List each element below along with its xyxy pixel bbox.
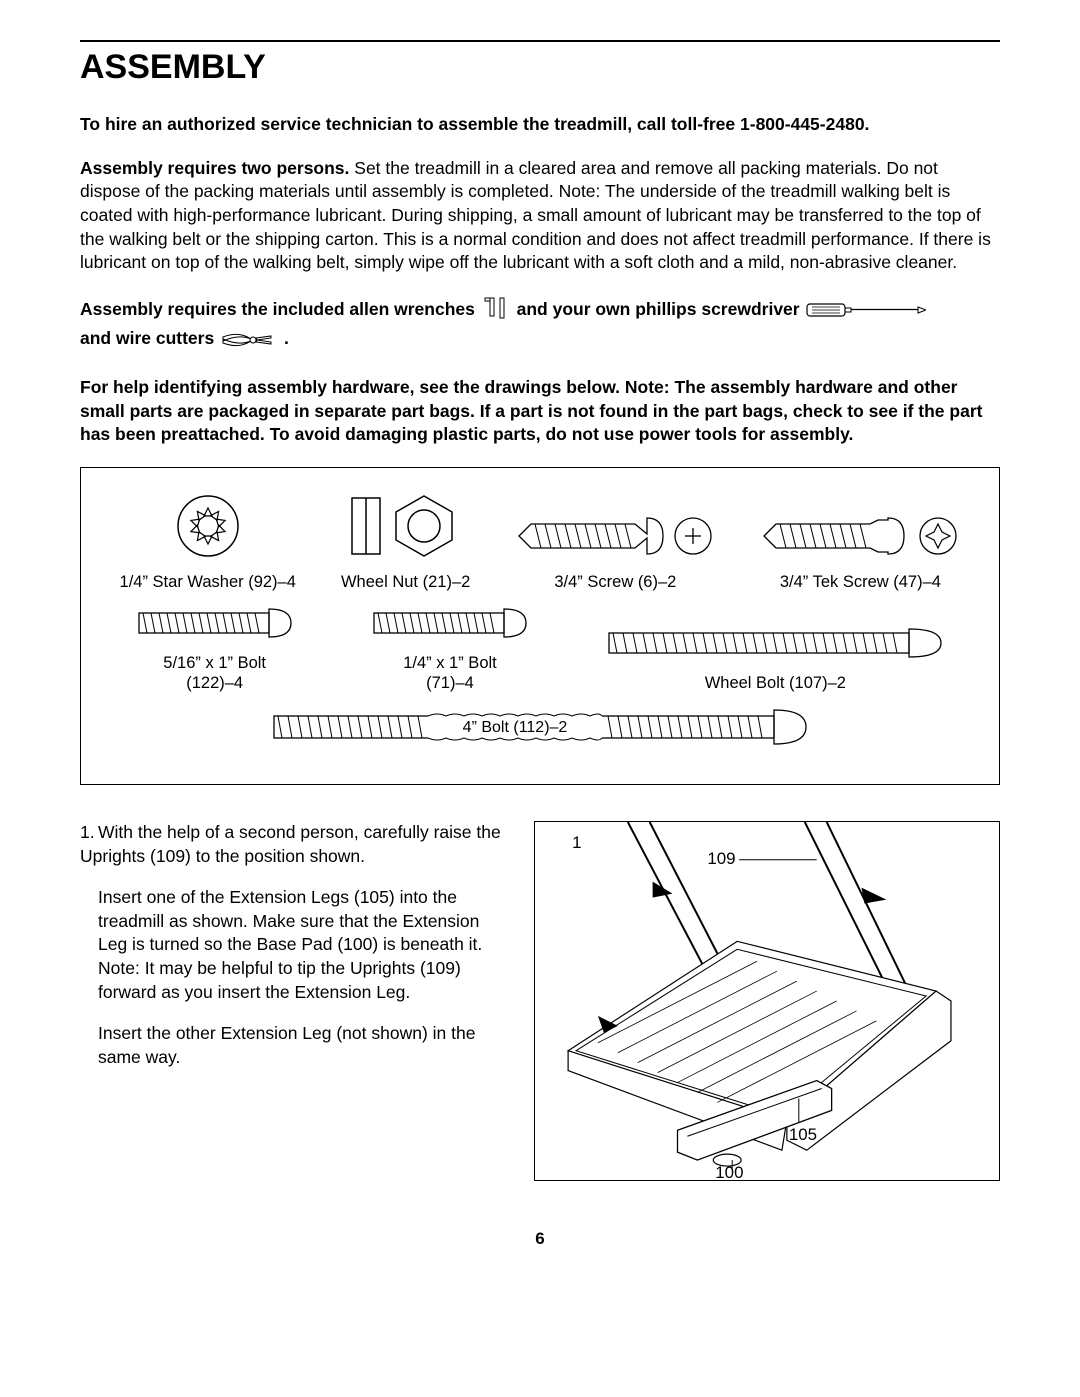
- hw-tek-screw: 3/4” Tek Screw (47)–4: [760, 510, 960, 593]
- callout-100: 100: [715, 1163, 743, 1180]
- step-1: 1.With the help of a second person, care…: [80, 821, 1000, 1181]
- hw-label: 3/4” Screw (6)–2: [554, 572, 676, 593]
- bolt-icon: [370, 603, 530, 643]
- tools-required-line: Assembly requires the included allen wre…: [80, 295, 1000, 352]
- hw-label: Wheel Bolt (107)–2: [705, 673, 846, 694]
- allen-wrench-icon: [482, 296, 510, 324]
- hw-wheel-nut: Wheel Nut (21)–2: [341, 490, 470, 593]
- page-number: 6: [80, 1229, 1000, 1249]
- hardware-note: For help identifying assembly hardware, …: [80, 376, 1000, 447]
- screw-icon: [515, 510, 715, 562]
- treadmill-diagram-icon: 1 109: [535, 822, 999, 1180]
- step-1-p1: With the help of a second person, carefu…: [80, 822, 501, 866]
- tools-text-a: Assembly requires the included allen wre…: [80, 299, 480, 319]
- manual-page: ASSEMBLY To hire an authorized service t…: [0, 0, 1080, 1279]
- hardware-row-3: 4” Bolt (112)–2: [97, 704, 983, 760]
- hw-bolt-14: 1/4” x 1” Bolt (71)–4: [370, 603, 530, 694]
- intro-line: To hire an authorized service technician…: [80, 113, 1000, 137]
- hw-label: 1/4” x 1” Bolt: [403, 653, 497, 674]
- wheel-bolt-icon: [605, 623, 945, 663]
- step-1-p3: Insert the other Extension Leg (not show…: [80, 1022, 510, 1069]
- hw-bolt-516: 5/16” x 1” Bolt (122)–4: [135, 603, 295, 694]
- tools-text-c: and wire cutters: [80, 328, 219, 348]
- step-1-text: 1.With the help of a second person, care…: [80, 821, 510, 1088]
- diagram-step-num: 1: [572, 833, 581, 852]
- star-washer-icon: [172, 490, 244, 562]
- hardware-row-1: 1/4” Star Washer (92)–4 Wheel Nut (21)–2: [97, 490, 983, 593]
- callout-109: 109: [707, 849, 735, 868]
- hw-wheel-bolt: Wheel Bolt (107)–2: [605, 623, 945, 694]
- bolt-icon: [135, 603, 295, 643]
- top-rule: [80, 40, 1000, 42]
- hardware-row-2: 5/16” x 1” Bolt (122)–4 1/4” x 1” Bolt: [97, 603, 983, 694]
- paragraph-assembly-note: Assembly requires two persons. Set the t…: [80, 157, 1000, 275]
- phillips-screwdriver-icon: [806, 302, 926, 318]
- hw-label-2: (122)–4: [186, 673, 243, 694]
- hw-label: 3/4” Tek Screw (47)–4: [780, 572, 941, 593]
- hw-label-2: (71)–4: [426, 673, 474, 694]
- hw-label: 1/4” Star Washer (92)–4: [120, 572, 296, 593]
- hw-label: 5/16” x 1” Bolt: [163, 653, 266, 674]
- hw-bolt-4in: 4” Bolt (112)–2: [270, 704, 810, 760]
- tek-screw-icon: [760, 510, 960, 562]
- hw-label: Wheel Nut (21)–2: [341, 572, 470, 593]
- wire-cutters-icon: [221, 331, 277, 349]
- assembly-two-persons-bold: Assembly requires two persons.: [80, 158, 349, 178]
- callout-105: 105: [789, 1125, 817, 1144]
- step-1-diagram: 1 109: [534, 821, 1000, 1181]
- step-1-p2: Insert one of the Extension Legs (105) i…: [80, 886, 510, 1004]
- hw-star-washer: 1/4” Star Washer (92)–4: [120, 490, 296, 593]
- tools-text-end: .: [284, 328, 289, 348]
- hardware-box: 1/4” Star Washer (92)–4 Wheel Nut (21)–2: [80, 467, 1000, 785]
- page-heading: ASSEMBLY: [80, 48, 1000, 87]
- long-bolt-icon: 4” Bolt (112)–2: [270, 704, 810, 750]
- tools-text-b: and your own phillips screwdriver: [517, 299, 805, 319]
- wheel-nut-icon: [346, 490, 466, 562]
- hw-screw: 3/4” Screw (6)–2: [515, 510, 715, 593]
- hw-label-inline: 4” Bolt (112)–2: [463, 719, 568, 736]
- step-number: 1.: [80, 821, 98, 845]
